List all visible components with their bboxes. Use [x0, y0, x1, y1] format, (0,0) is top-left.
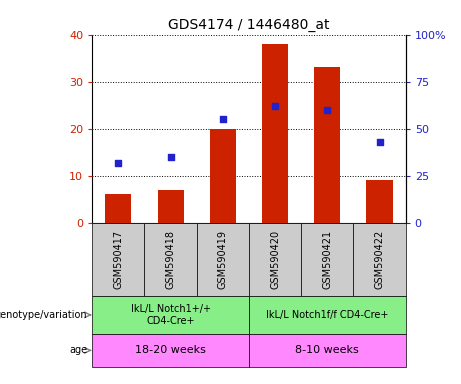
Point: [272, 103, 279, 109]
Text: IkL/L Notch1+/+
CD4-Cre+: IkL/L Notch1+/+ CD4-Cre+: [130, 304, 211, 326]
Text: ■: ■: [101, 383, 113, 384]
Text: 18-20 weeks: 18-20 weeks: [135, 345, 206, 356]
Point: [219, 116, 226, 122]
Text: age: age: [70, 345, 88, 356]
Text: GSM590417: GSM590417: [113, 230, 124, 289]
Title: GDS4174 / 1446480_at: GDS4174 / 1446480_at: [168, 18, 330, 32]
Bar: [366, 180, 393, 223]
Point: [167, 154, 174, 160]
Text: GSM590419: GSM590419: [218, 230, 228, 289]
Text: GSM590418: GSM590418: [165, 230, 176, 289]
Bar: [262, 44, 288, 223]
Text: GSM590421: GSM590421: [322, 230, 332, 289]
Text: IkL/L Notch1f/f CD4-Cre+: IkL/L Notch1f/f CD4-Cre+: [266, 310, 389, 320]
Text: 8-10 weeks: 8-10 weeks: [296, 345, 359, 356]
Point: [376, 139, 383, 145]
Bar: [314, 68, 340, 223]
Text: GSM590420: GSM590420: [270, 230, 280, 289]
Point: [324, 107, 331, 113]
Bar: [105, 195, 131, 223]
Text: GSM590422: GSM590422: [374, 230, 384, 289]
Bar: [210, 129, 236, 223]
Point: [115, 159, 122, 166]
Text: genotype/variation: genotype/variation: [0, 310, 88, 320]
Bar: [158, 190, 183, 223]
